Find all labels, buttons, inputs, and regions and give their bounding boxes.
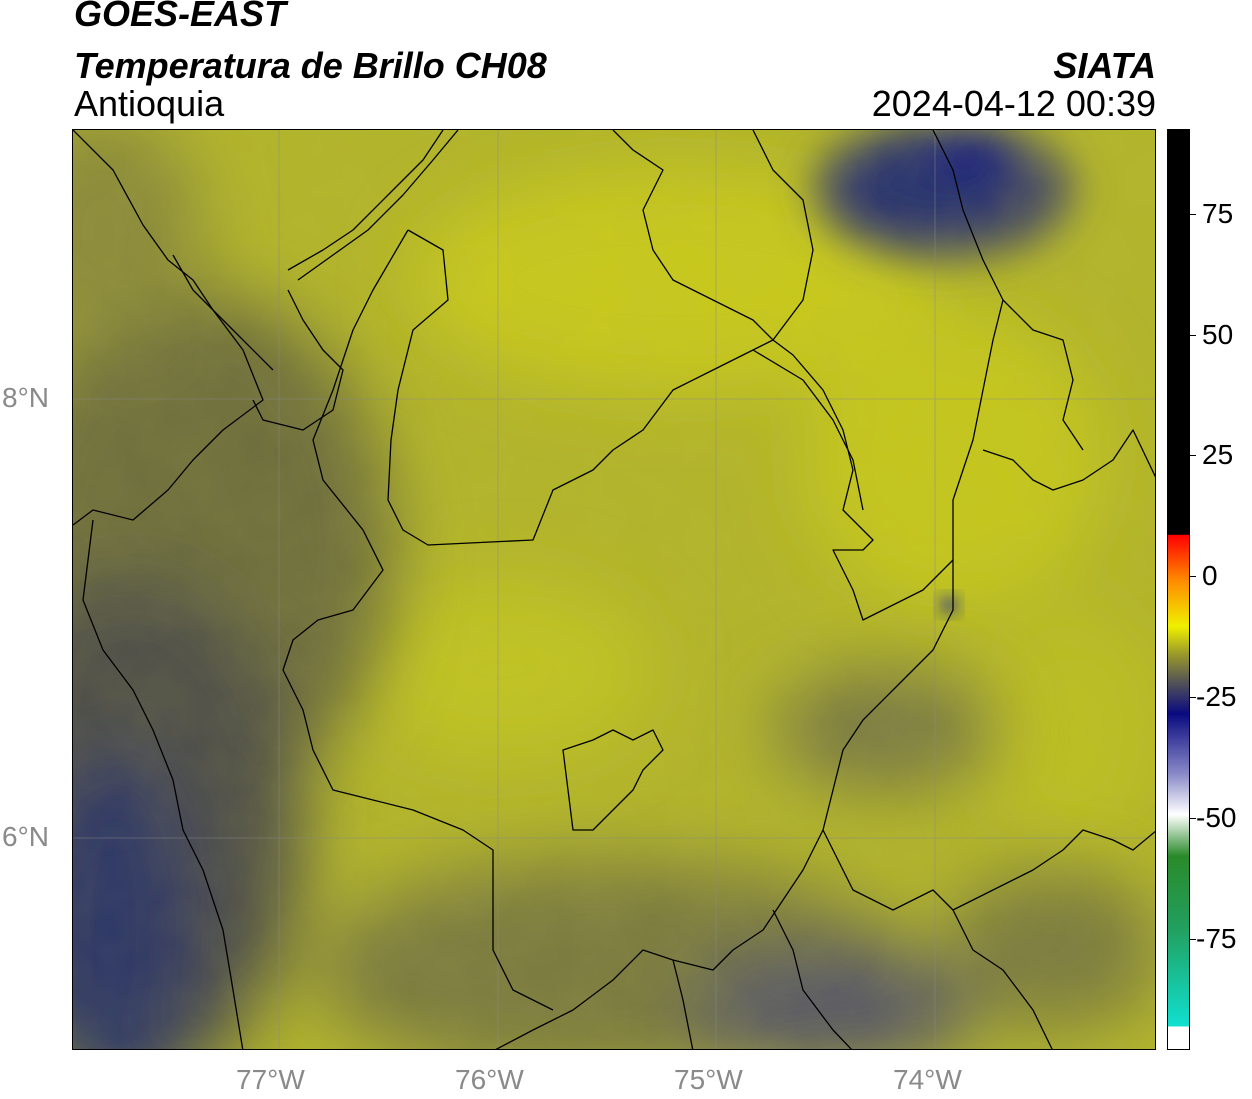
colorbar-tick-0: 0	[1202, 560, 1218, 591]
colorbar	[1167, 129, 1190, 1050]
admin-borders	[73, 130, 1155, 1049]
lon-label-75w: 75°W	[674, 1064, 743, 1095]
colorbar-tick-75: 75	[1202, 198, 1234, 229]
lon-label-77w: 77°W	[236, 1064, 305, 1095]
product-title: Temperatura de Brillo CH08	[74, 45, 547, 86]
colorbar-tick-25: 25	[1202, 439, 1234, 470]
lat-label-8n: 8°N	[2, 382, 49, 413]
region-label: Antioquia	[74, 83, 225, 124]
colorbar-tick-50: 50	[1202, 319, 1234, 350]
colorbar-gradient	[1168, 130, 1189, 1049]
satellite-title: GOES-EAST	[74, 0, 287, 34]
texture-overlay	[73, 130, 1155, 1049]
lon-label-74w: 74°W	[893, 1064, 962, 1095]
datetime-label: 2024-04-12 00:39	[871, 83, 1156, 124]
temperature-map	[72, 129, 1156, 1050]
colorbar-tick-neg75: -75	[1196, 923, 1237, 954]
lon-label-76w: 76°W	[455, 1064, 524, 1095]
agency-label: SIATA	[1053, 45, 1156, 86]
colorbar-tick-neg25: -25	[1196, 681, 1237, 712]
graticule	[73, 130, 1155, 1049]
map-canvas	[73, 130, 1155, 1049]
colorbar-tick-neg50: -50	[1196, 802, 1237, 833]
lat-label-6n: 6°N	[2, 821, 49, 852]
